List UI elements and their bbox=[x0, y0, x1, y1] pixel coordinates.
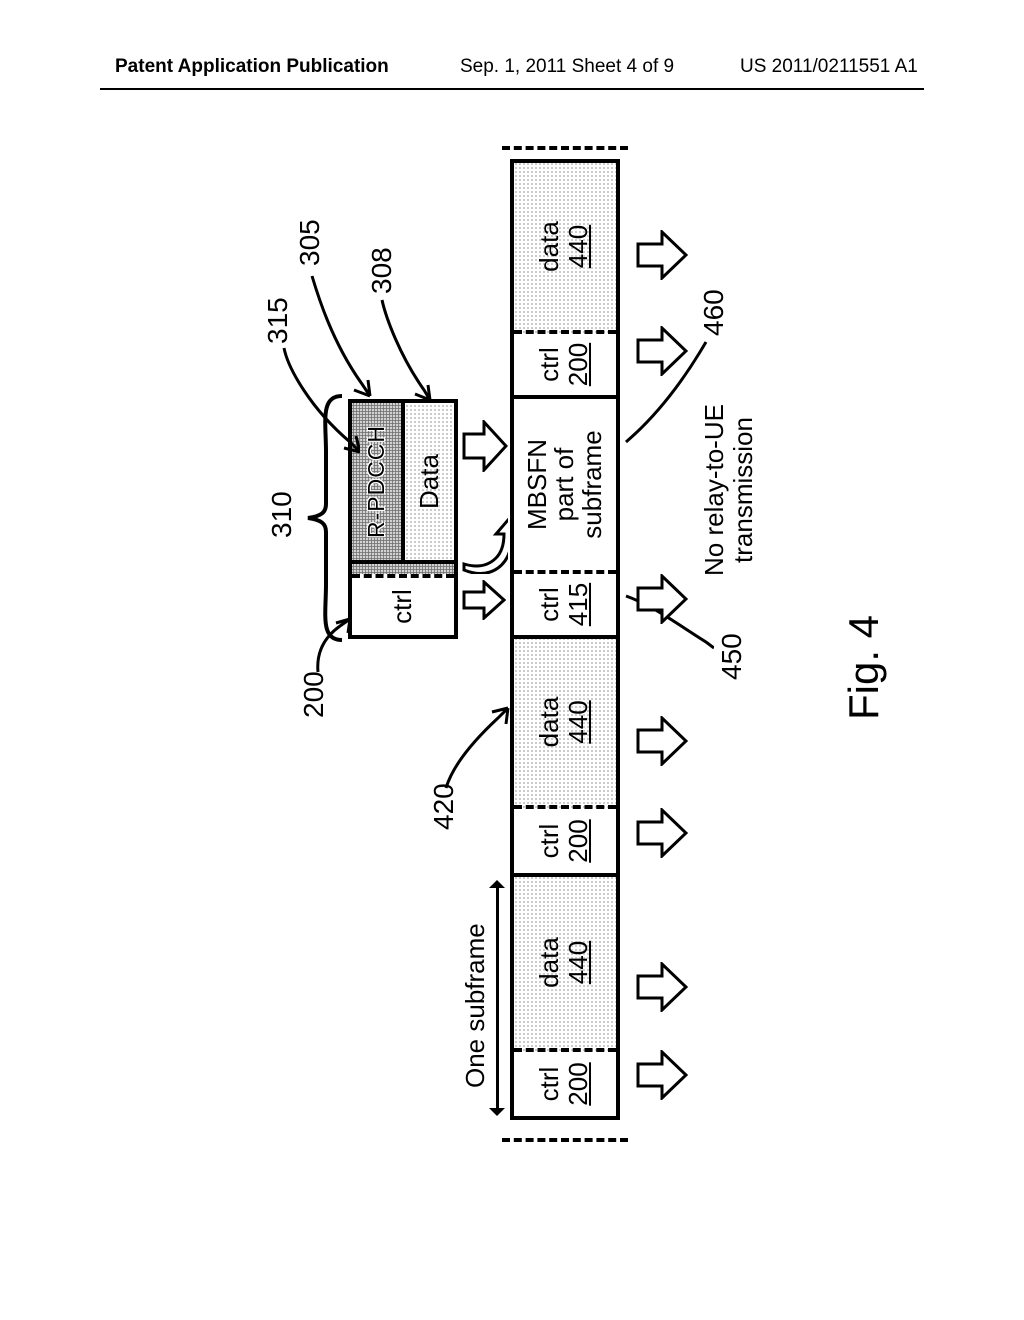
relay-block: ctrl R-PDCCH Data bbox=[348, 399, 458, 639]
downarrow-7 bbox=[636, 230, 688, 280]
cell-data-4: data 440 bbox=[514, 159, 616, 334]
no-relay-line1: No relay-to-UE bbox=[699, 404, 729, 576]
downarrow-6 bbox=[636, 326, 688, 376]
ref-310: 310 bbox=[266, 491, 298, 538]
relay-gap bbox=[352, 560, 454, 574]
ref-440: 440 bbox=[563, 941, 594, 984]
label-data: data bbox=[536, 937, 563, 988]
cell-mbsfn: MBSFN part of subframe bbox=[514, 399, 616, 574]
strip-left-extent bbox=[502, 1138, 628, 1142]
header-right: US 2011/0211551 A1 bbox=[740, 56, 918, 78]
downarrow-5 bbox=[636, 574, 688, 624]
ref-200: 200 bbox=[563, 343, 594, 386]
relay-to-strip-ctrl-arrow bbox=[462, 580, 506, 620]
ref-305: 305 bbox=[294, 219, 326, 266]
label-ctrl: ctrl bbox=[389, 589, 416, 624]
ref-450: 450 bbox=[716, 633, 748, 680]
ref-315: 315 bbox=[262, 297, 294, 344]
strip-right-extent bbox=[502, 146, 628, 150]
leader-308 bbox=[378, 294, 434, 404]
cell-ctrl-1: ctrl 200 bbox=[514, 1052, 616, 1120]
relay-gap-curved-arrow bbox=[460, 518, 508, 574]
ref-200: 200 bbox=[563, 819, 594, 862]
one-subframe-label: One subframe bbox=[460, 923, 491, 1088]
cell-data-2: data 440 bbox=[514, 639, 616, 809]
no-relay-line2: transmission bbox=[728, 417, 758, 563]
leader-420 bbox=[440, 702, 510, 792]
figure-caption: Fig. 4 bbox=[840, 615, 888, 720]
subframe-strip: ctrl 200 data 440 ctrl 200 data 440 ctrl bbox=[510, 159, 620, 1120]
one-subframe-extent bbox=[496, 882, 499, 1114]
label-data: data bbox=[536, 697, 563, 748]
label-ctrl: ctrl bbox=[536, 587, 563, 622]
downarrow-3 bbox=[636, 808, 688, 858]
ref-308: 308 bbox=[366, 247, 398, 294]
ref-460: 460 bbox=[698, 289, 730, 336]
leader-200 bbox=[312, 604, 354, 674]
label-ctrl: ctrl bbox=[536, 1067, 563, 1102]
page-header: Patent Application Publication Sep. 1, 2… bbox=[0, 56, 1024, 86]
label-mbsfn-2: part of bbox=[551, 448, 578, 522]
label-relay-data: Data bbox=[416, 454, 443, 509]
figure-viewport: One subframe ctrl 200 data 440 ctrl 200 bbox=[80, 160, 920, 1160]
leader-305 bbox=[308, 270, 372, 400]
cell-ctrl-2: ctrl 200 bbox=[514, 809, 616, 877]
relay-to-strip-data-arrow bbox=[462, 420, 508, 472]
relay-split: R-PDCCH Data bbox=[352, 399, 454, 560]
label-ctrl: ctrl bbox=[536, 347, 563, 382]
ref-440: 440 bbox=[563, 700, 594, 743]
ref-415: 415 bbox=[563, 583, 594, 626]
ref-420: 420 bbox=[428, 783, 460, 830]
relay-ctrl: ctrl bbox=[352, 574, 454, 639]
cell-ctrl-4: ctrl 200 bbox=[514, 334, 616, 399]
ref-440: 440 bbox=[563, 225, 594, 268]
downarrow-4 bbox=[636, 716, 688, 766]
label-rpdcch: R-PDCCH bbox=[364, 425, 388, 538]
figure-4: One subframe ctrl 200 data 440 ctrl 200 bbox=[80, 160, 920, 1160]
label-ctrl: ctrl bbox=[536, 824, 563, 859]
label-mbsfn-3: subframe bbox=[579, 430, 606, 538]
cell-data-1: data 440 bbox=[514, 877, 616, 1052]
ref-200: 200 bbox=[563, 1062, 594, 1105]
relay-data: Data bbox=[405, 403, 454, 560]
no-relay-annot: No relay-to-UE transmission bbox=[700, 380, 757, 600]
ref-200-relay: 200 bbox=[298, 671, 330, 718]
downarrow-1 bbox=[636, 1050, 688, 1100]
header-mid: Sep. 1, 2011 Sheet 4 of 9 bbox=[460, 56, 674, 78]
header-left: Patent Application Publication bbox=[115, 56, 389, 78]
label-data: data bbox=[536, 221, 563, 272]
downarrow-2 bbox=[636, 962, 688, 1012]
cell-ctrl-3: ctrl 415 bbox=[514, 574, 616, 639]
header-rule bbox=[100, 88, 924, 90]
label-mbsfn-1: MBSFN bbox=[524, 439, 551, 530]
